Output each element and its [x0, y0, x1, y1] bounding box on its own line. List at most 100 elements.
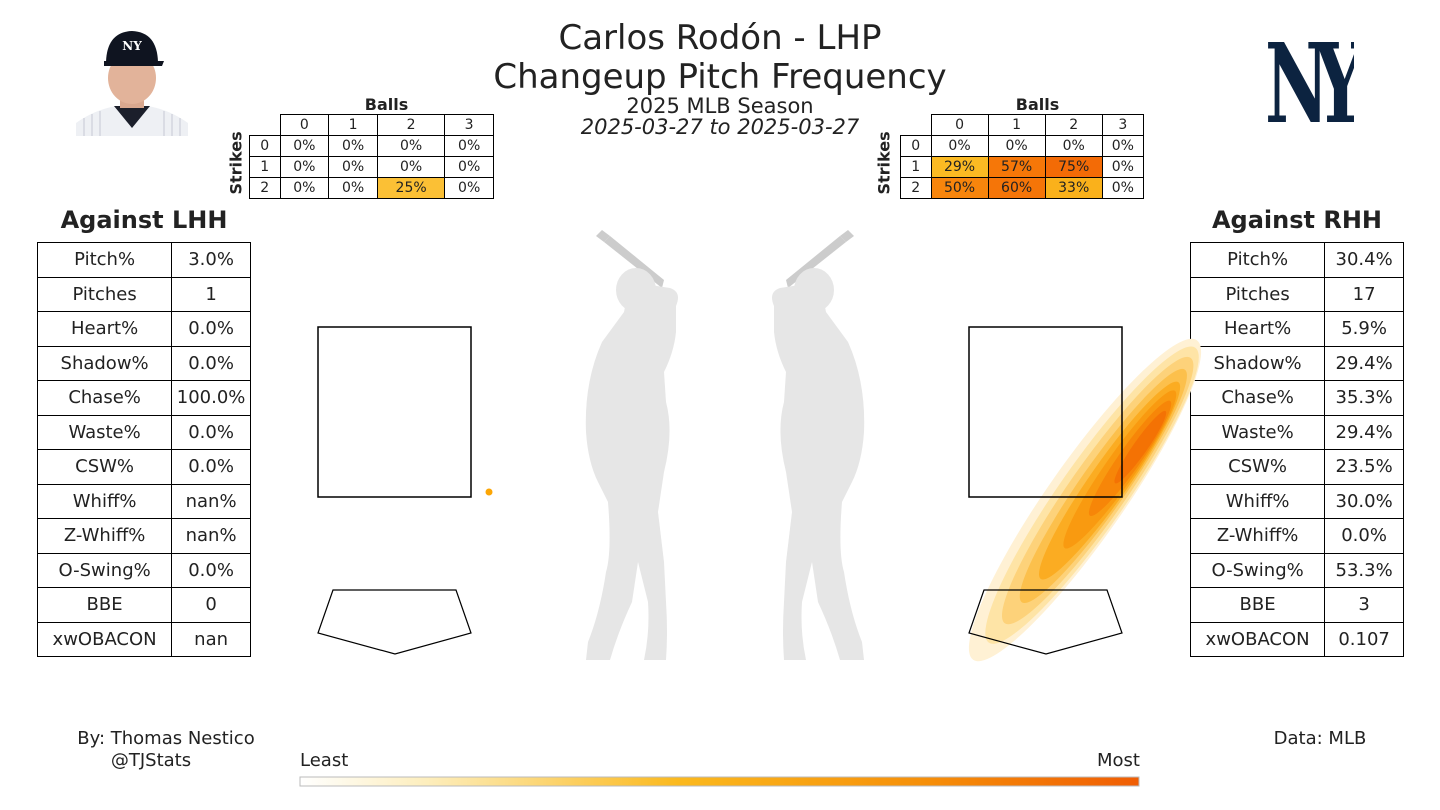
stat-row: O-Swing% 53.3%	[1189, 552, 1404, 588]
stat-label: Pitches	[36, 276, 173, 312]
svg-text:NY: NY	[122, 39, 142, 53]
count-cell: 0%	[1101, 177, 1145, 199]
stat-row: O-Swing% 0.0%	[36, 552, 251, 588]
stat-label: BBE	[36, 587, 173, 623]
stat-value: 29.4%	[1324, 414, 1404, 450]
count-cell: 57%	[987, 156, 1046, 178]
stat-label: Heart%	[36, 311, 173, 347]
batter-right-silhouette	[772, 230, 865, 660]
stat-row: BBE 3	[1189, 587, 1404, 623]
batter-left-silhouette	[585, 230, 678, 660]
count-row: 1 0% 0% 0% 0%	[249, 156, 494, 178]
lhh-home-plate	[317, 589, 472, 655]
lhh-heading: Against LHH	[60, 206, 228, 234]
colorbar	[299, 776, 1140, 787]
chart-title: Carlos Rodón - LHP	[558, 18, 882, 58]
stat-row: Chase% 35.3%	[1189, 380, 1404, 416]
rhh-heat-density	[968, 338, 1202, 662]
count-cell: 0%	[279, 156, 330, 178]
stat-value: 29.4%	[1324, 345, 1404, 381]
lhh-stats-table: Pitch% 3.0% Pitches 1 Heart% 0.0% Shadow% 0.0% C…	[36, 242, 251, 657]
count-cell: 0%	[930, 135, 989, 157]
player-headshot-icon: NY	[76, 31, 188, 136]
count-cell: 0%	[279, 177, 330, 199]
lhh-strike-zone	[317, 326, 472, 498]
balls-header-cell: 3	[1101, 114, 1145, 136]
count-cell: 0%	[444, 135, 494, 157]
lhh-count-table: 0 1 2 3 0 0% 0% 0% 0% 1 0% 0% 0% 0% 2 0% 0% 25% 0%	[249, 114, 494, 199]
stat-label: BBE	[1189, 587, 1326, 623]
stat-row: Shadow% 0.0%	[36, 345, 251, 381]
rhh-strike-zone	[968, 326, 1123, 498]
stat-row: xwOBACON 0.107	[1189, 621, 1404, 657]
rhh-balls-label: Balls	[1015, 95, 1060, 114]
stat-label: Chase%	[1189, 380, 1326, 416]
rhh-stats-table: Pitch% 30.4% Pitches 17 Heart% 5.9% Shadow% 29.…	[1189, 242, 1404, 657]
stat-value: 0.0%	[171, 449, 251, 485]
stat-value: 3	[1324, 587, 1404, 623]
count-cell: 0%	[1101, 156, 1145, 178]
stat-row: Z-Whiff% 0.0%	[1189, 518, 1404, 554]
count-cell: 0%	[376, 135, 446, 157]
count-cell: 0%	[444, 177, 494, 199]
yankees-logo-icon: NY	[1265, 28, 1354, 132]
stat-row: Pitches 1	[36, 276, 251, 312]
count-cell: 0%	[328, 135, 378, 157]
stat-value: 0.107	[1324, 621, 1404, 657]
stat-label: Whiff%	[36, 483, 173, 519]
stat-row: Shadow% 29.4%	[1189, 345, 1404, 381]
count-cell: 0%	[987, 135, 1046, 157]
lhh-pitch-point	[485, 488, 493, 496]
stat-value: 0.0%	[1324, 518, 1404, 554]
stat-label: Heart%	[1189, 311, 1326, 347]
stat-value: 0.0%	[171, 552, 251, 588]
stat-value: 35.3%	[1324, 380, 1404, 416]
author-credit: By: Thomas Nestico	[77, 728, 255, 749]
stat-label: Shadow%	[1189, 345, 1326, 381]
stat-value: 100.0%	[171, 380, 251, 416]
stat-label: Z-Whiff%	[1189, 518, 1326, 554]
stat-row: CSW% 23.5%	[1189, 449, 1404, 485]
stat-row: xwOBACON nan	[36, 621, 251, 657]
stat-label: O-Swing%	[36, 552, 173, 588]
count-cell: 0%	[328, 177, 378, 199]
count-cell: 0%	[1101, 135, 1145, 157]
stat-label: xwOBACON	[1189, 621, 1326, 657]
count-cell: 60%	[987, 177, 1046, 199]
stat-label: xwOBACON	[36, 621, 173, 657]
count-row: 0 0% 0% 0% 0%	[249, 135, 494, 157]
count-cell: 33%	[1044, 177, 1103, 199]
season-label: 2025 MLB Season	[626, 94, 814, 118]
rhh-count-table: 0 1 2 3 0 0% 0% 0% 0% 1 29% 57% 75% 0% 2 50% 60% 33% 0%	[900, 114, 1145, 199]
stat-value: nan%	[171, 483, 251, 519]
stat-row: Heart% 0.0%	[36, 311, 251, 347]
count-row: 0 0% 0% 0% 0%	[900, 135, 1145, 157]
author-handle: @TJStats	[110, 750, 192, 771]
date-range: 2025-03-27 to 2025-03-27	[580, 115, 860, 139]
count-cell: 0%	[279, 135, 330, 157]
count-cell: 50%	[930, 177, 989, 199]
count-row: 2 0% 0% 25% 0%	[249, 177, 494, 199]
stat-value: nan	[171, 621, 251, 657]
count-cell: 0%	[376, 156, 446, 178]
count-cell: 29%	[930, 156, 989, 178]
stat-label: CSW%	[1189, 449, 1326, 485]
stat-value: 1	[171, 276, 251, 312]
stat-label: Whiff%	[1189, 483, 1326, 519]
count-cell: 25%	[376, 177, 446, 199]
chart-subtitle: Changeup Pitch Frequency	[493, 57, 947, 97]
colorbar-high-label: Most	[1097, 750, 1140, 771]
stat-row: Pitches 17	[1189, 276, 1404, 312]
stat-value: 0.0%	[171, 311, 251, 347]
stat-row: Whiff% nan%	[36, 483, 251, 519]
stat-label: Pitches	[1189, 276, 1326, 312]
count-cell: 0%	[1044, 135, 1103, 157]
stat-label: Shadow%	[36, 345, 173, 381]
colorbar-low-label: Least	[300, 750, 349, 771]
rhh-home-plate	[968, 589, 1123, 655]
stat-label: O-Swing%	[1189, 552, 1326, 588]
stat-value: nan%	[171, 518, 251, 554]
stat-value: 23.5%	[1324, 449, 1404, 485]
svg-text:NY: NY	[1265, 28, 1354, 132]
